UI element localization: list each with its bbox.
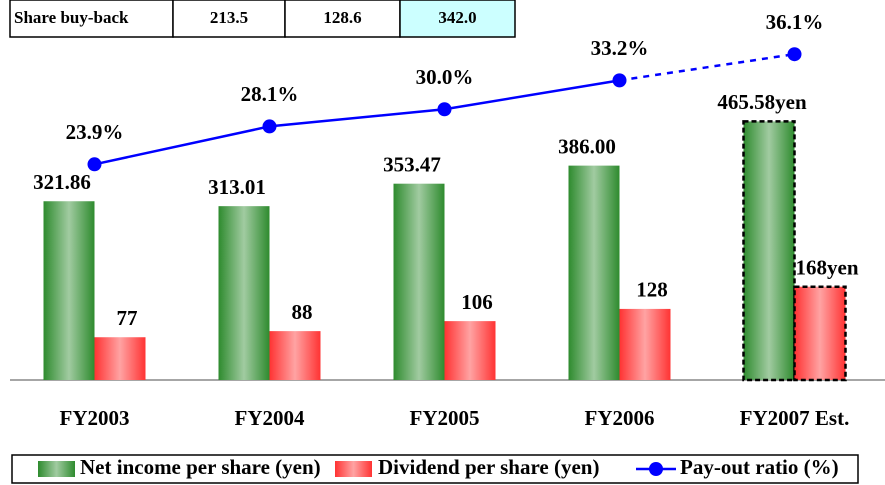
legend-label: Net income per share (yen) (80, 455, 321, 479)
value-label: 30.0% (416, 65, 474, 89)
value-label: 88 (292, 300, 313, 324)
table-text: 342.0 (438, 8, 476, 27)
point (262, 119, 277, 134)
x-tick-label: FY2005 (410, 406, 480, 430)
x-tick-label: FY2007 Est. (740, 406, 850, 430)
value-label: 33.2% (591, 36, 649, 60)
bar (94, 337, 146, 380)
x-tick-label: FY2006 (585, 406, 655, 430)
table-cell (284, 0, 401, 38)
legend-swatch (38, 461, 75, 477)
bar (793, 285, 847, 382)
bar (218, 206, 270, 380)
value-label: 321.86 (33, 170, 91, 194)
bar (742, 120, 796, 382)
table-text: 213.5 (210, 8, 248, 27)
bar (444, 321, 496, 380)
x-tick-label: FY2003 (60, 406, 130, 430)
point (437, 102, 452, 117)
table-text: Share buy-back (14, 8, 129, 27)
point (787, 47, 802, 62)
bar (43, 201, 95, 380)
line (94, 79, 620, 166)
value-label: 386.00 (558, 134, 616, 158)
legend-label: Pay-out ratio (%) (680, 455, 839, 479)
table-cell (9, 0, 174, 38)
bar (568, 165, 620, 380)
legend-box (11, 454, 859, 484)
point (87, 157, 102, 172)
value-label: 77 (117, 306, 138, 330)
point (612, 73, 627, 88)
value-label: 106 (461, 290, 493, 314)
legend-dot (649, 462, 663, 476)
value-label: 28.1% (241, 82, 299, 106)
value-label: 36.1% (766, 10, 824, 34)
value-label: 128 (636, 278, 668, 302)
bar (269, 331, 321, 380)
value-label: 313.01 (208, 175, 266, 199)
legend-swatch (335, 461, 372, 477)
line (619, 52, 795, 82)
table-cell (172, 0, 286, 38)
bar (393, 183, 445, 380)
table-text: 128.6 (323, 8, 361, 27)
value-label: 465.58yen (717, 90, 807, 114)
x-tick-label: FY2004 (235, 406, 305, 430)
value-label: 168yen (796, 256, 859, 280)
bar (619, 308, 671, 380)
value-label: 353.47 (383, 153, 441, 177)
legend-label: Dividend per share (yen) (378, 455, 599, 479)
table-cell (399, 0, 516, 38)
value-label: 23.9% (66, 120, 124, 144)
